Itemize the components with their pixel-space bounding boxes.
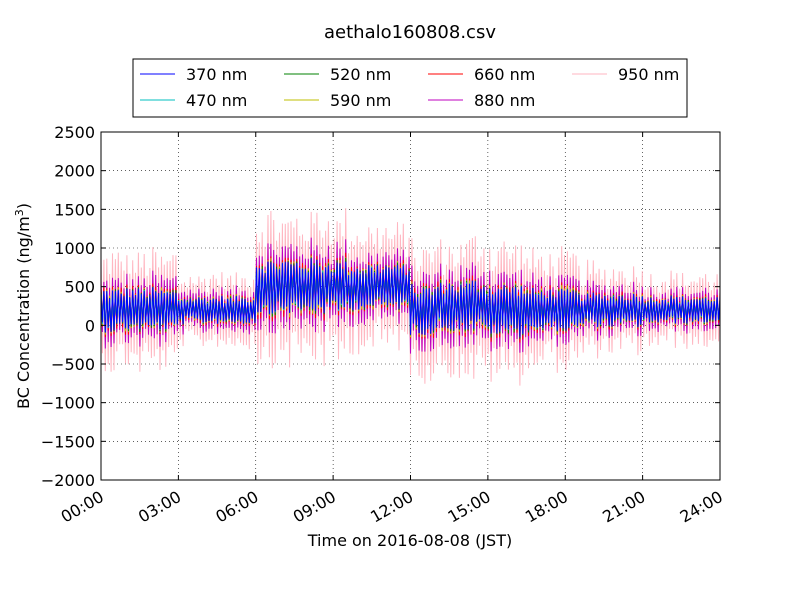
legend-label: 520 nm xyxy=(330,65,391,84)
x-tick-label: 00:00 xyxy=(58,487,107,527)
y-tick-label: 2500 xyxy=(54,123,95,142)
x-tick-label: 24:00 xyxy=(677,487,726,527)
y-axis: 2500 2000 1500 1000 500 0 −500 −1000 −1500 −2000 xyxy=(41,123,720,490)
y-tick-label: −1000 xyxy=(41,394,95,413)
y-tick-label: 500 xyxy=(64,278,95,297)
legend-label: 880 nm xyxy=(474,91,535,110)
legend-label: 590 nm xyxy=(330,91,391,110)
y-tick-label: −2000 xyxy=(41,471,95,490)
x-tick-label: 09:00 xyxy=(290,487,339,527)
legend-label: 470 nm xyxy=(186,91,247,110)
x-axis-label: Time on 2016-08-08 (JST) xyxy=(307,531,512,550)
y-axis-label-sup: 3 xyxy=(13,209,26,216)
y-tick-label: −500 xyxy=(51,355,95,374)
y-tick-label: 1500 xyxy=(54,200,95,219)
y-tick-label: 1000 xyxy=(54,239,95,258)
series-line xyxy=(100,258,721,338)
x-tick-label: 21:00 xyxy=(599,487,648,527)
y-axis-label-main: BC Concentration (ng/m xyxy=(14,216,33,409)
y-tick-label: 2000 xyxy=(54,162,95,181)
series-lines xyxy=(100,208,721,386)
y-axis-label-close: ) xyxy=(14,203,33,209)
legend-label: 370 nm xyxy=(186,65,247,84)
x-tick-label: 15:00 xyxy=(444,487,493,527)
y-axis-label: BC Concentration (ng/m3) xyxy=(13,203,33,409)
chart-legend: 370 nm 470 nm 520 nm 590 nm 660 nm 880 nm 950 … xyxy=(132,58,688,118)
legend-label: 660 nm xyxy=(474,65,535,84)
y-tick-label: −1500 xyxy=(41,432,95,451)
legend-frame xyxy=(132,58,688,118)
x-tick-label: 18:00 xyxy=(522,487,571,527)
chart-title: aethalo160808.csv xyxy=(324,22,496,43)
x-tick-label: 06:00 xyxy=(212,487,261,527)
x-tick-label: 12:00 xyxy=(367,487,416,527)
y-tick-label: 0 xyxy=(85,316,95,335)
legend-label: 950 nm xyxy=(618,65,679,84)
x-tick-label: 03:00 xyxy=(135,487,184,527)
